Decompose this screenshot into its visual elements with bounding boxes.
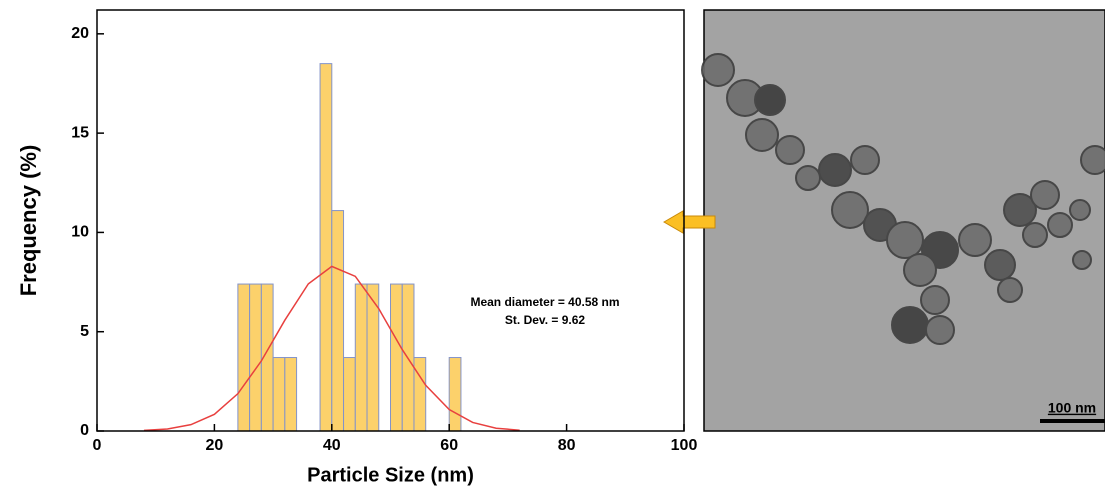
y-tick-label: 0 <box>80 422 89 439</box>
x-axis-label: Particle Size (nm) <box>307 464 474 486</box>
bar <box>319 63 333 432</box>
bar <box>448 357 462 432</box>
x-tick-label: 0 <box>93 437 102 454</box>
arrow <box>663 210 716 234</box>
bar <box>237 283 251 432</box>
bar <box>390 283 403 432</box>
x-tick-label: 60 <box>440 437 458 454</box>
bar <box>354 283 368 432</box>
x-tick-label: 80 <box>558 437 576 454</box>
tem-image: 100 nm <box>701 9 1105 432</box>
scale-bar-label: 100 nm <box>1048 400 1096 416</box>
y-axis-label: Frequency (%) <box>16 145 41 297</box>
annotation: St. Dev. = 9.62 <box>505 313 585 327</box>
histogram-chart: 0 20 40 60 80 100 0 5 10 15 20 Particle Size (nm) Fr… <box>16 9 698 486</box>
fit-curve <box>143 265 520 432</box>
bar <box>249 283 262 432</box>
bar <box>331 210 345 432</box>
annotation: Mean diameter = 40.58 nm <box>470 295 619 309</box>
y-tick-label: 5 <box>80 323 89 340</box>
bar <box>272 357 286 432</box>
y-tick-label: 15 <box>71 124 89 141</box>
x-tick-label: 40 <box>323 437 341 454</box>
bar <box>284 357 298 432</box>
x-tick-label: 20 <box>206 437 224 454</box>
x-tick-label: 100 <box>671 437 698 454</box>
y-tick-label: 10 <box>71 224 89 241</box>
plot-frame <box>96 9 685 432</box>
bar <box>343 357 356 432</box>
bar <box>413 357 427 432</box>
y-tick-label: 20 <box>71 25 89 42</box>
